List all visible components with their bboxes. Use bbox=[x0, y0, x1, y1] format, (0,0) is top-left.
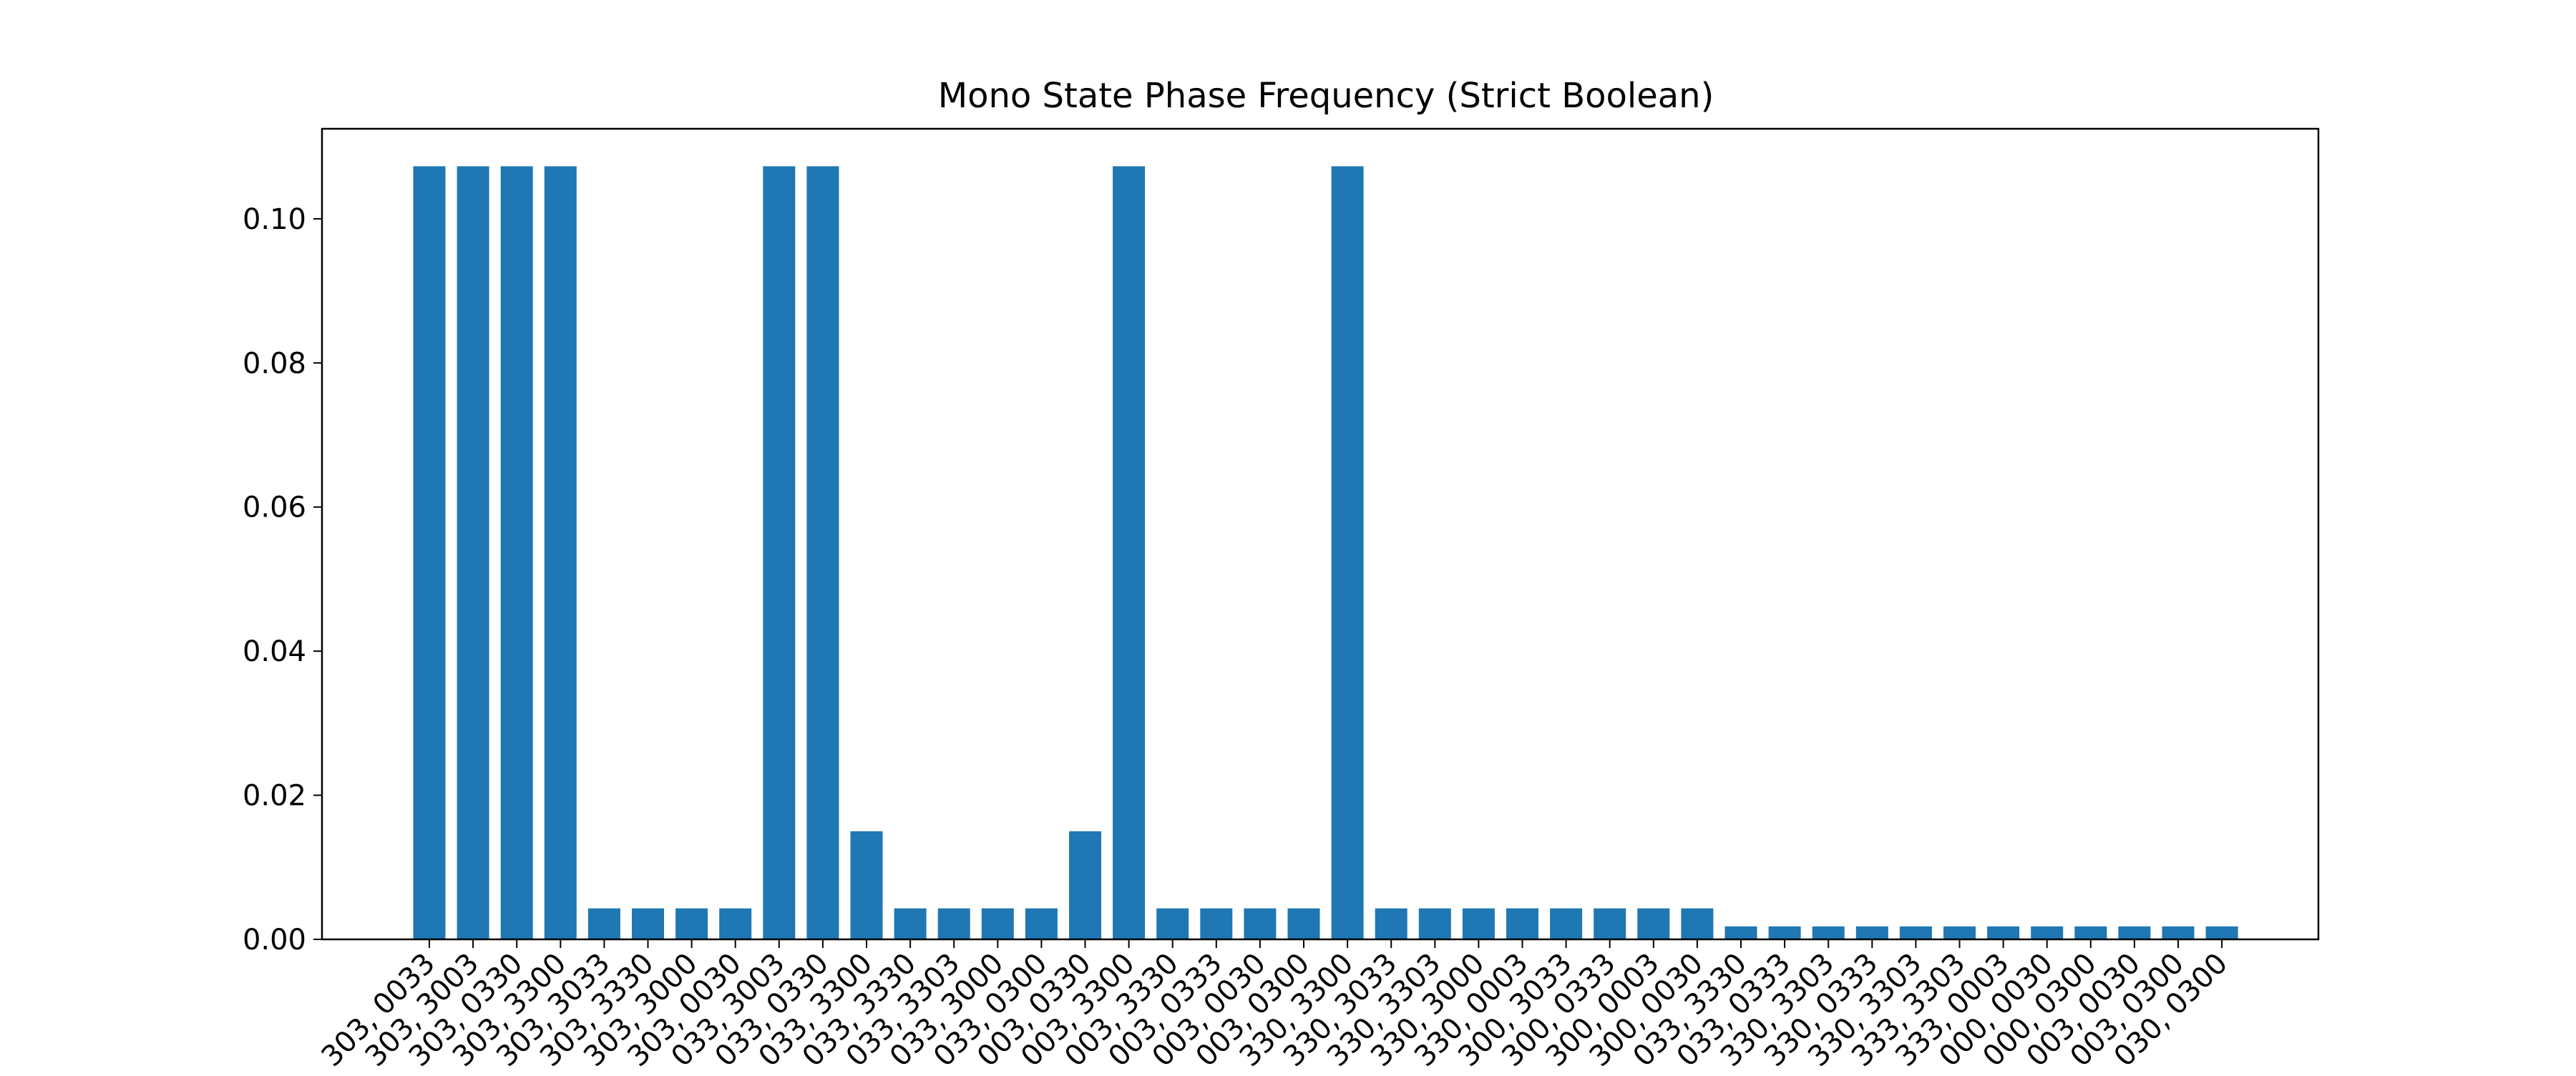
bar bbox=[1724, 926, 1757, 939]
bar bbox=[544, 166, 577, 939]
bar bbox=[1375, 908, 1407, 939]
bar bbox=[632, 908, 664, 939]
bar bbox=[1069, 831, 1101, 939]
bar bbox=[806, 166, 839, 939]
bar bbox=[1287, 908, 1320, 939]
bar bbox=[1899, 926, 1932, 939]
bar bbox=[937, 908, 970, 939]
bar bbox=[500, 166, 533, 939]
bar bbox=[1331, 166, 1364, 939]
bar bbox=[1462, 908, 1495, 939]
bar bbox=[1025, 908, 1058, 939]
bar bbox=[1812, 926, 1845, 939]
bar bbox=[1244, 908, 1277, 939]
y-tick-label: 0.04 bbox=[243, 635, 306, 668]
chart-title: Mono State Phase Frequency (Strict Boole… bbox=[938, 76, 1714, 116]
bar bbox=[1200, 908, 1233, 939]
y-tick-label: 0.10 bbox=[243, 203, 306, 236]
bar bbox=[981, 908, 1014, 939]
bars-layer bbox=[413, 166, 2238, 939]
bar bbox=[2118, 926, 2151, 939]
bar bbox=[763, 166, 796, 939]
bar bbox=[2031, 926, 2064, 939]
bar bbox=[2074, 926, 2107, 939]
bar bbox=[1113, 166, 1146, 939]
bar bbox=[1594, 908, 1626, 939]
bar bbox=[719, 908, 752, 939]
bar bbox=[1855, 926, 1888, 939]
plot-frame bbox=[321, 127, 2320, 941]
bar bbox=[1506, 908, 1538, 939]
bar bbox=[587, 908, 620, 939]
y-tick-label: 0.08 bbox=[243, 347, 306, 380]
bar bbox=[1681, 908, 1714, 939]
bar bbox=[1418, 908, 1451, 939]
bar bbox=[457, 166, 489, 939]
bar bbox=[1550, 908, 1583, 939]
bar bbox=[675, 908, 708, 939]
y-axis: 0.00 0.02 0.04 0.06 0.08 0.10 bbox=[243, 203, 322, 957]
bar bbox=[850, 831, 883, 939]
bar bbox=[2162, 926, 2195, 939]
bar bbox=[1156, 908, 1189, 939]
y-tick-label: 0.06 bbox=[243, 491, 306, 524]
bar bbox=[1987, 926, 2020, 939]
bar bbox=[413, 166, 446, 939]
bar bbox=[2205, 926, 2238, 939]
bar bbox=[1943, 926, 1976, 939]
bar bbox=[894, 908, 927, 939]
y-tick-label: 0.02 bbox=[243, 780, 306, 813]
bar bbox=[1637, 908, 1670, 939]
y-tick-label: 0.00 bbox=[243, 924, 306, 957]
bar bbox=[1768, 926, 1801, 939]
